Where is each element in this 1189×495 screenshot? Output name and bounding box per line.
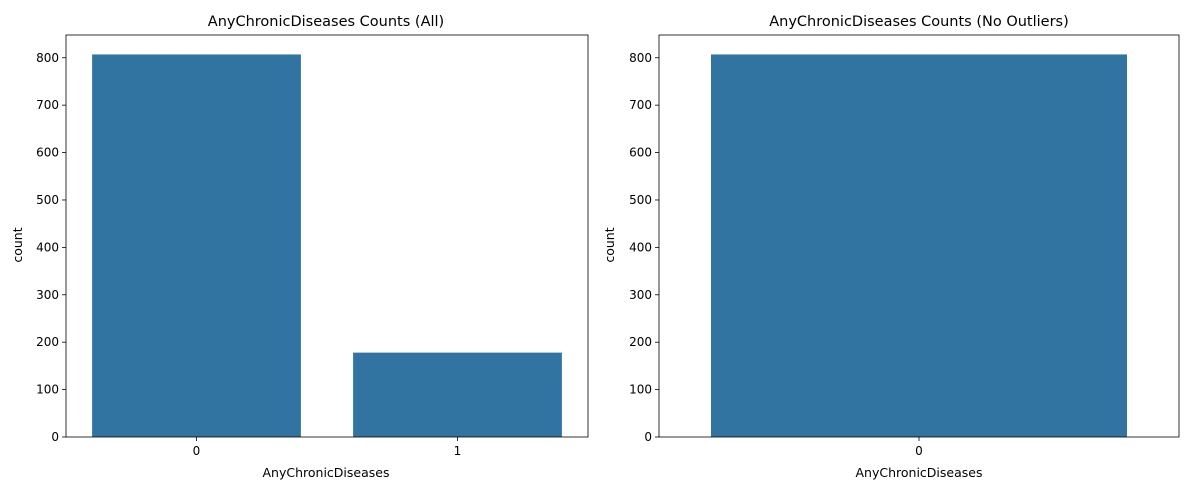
y-tick-label: 600 <box>36 146 59 160</box>
y-tick-label: 800 <box>629 51 652 65</box>
y-tick-label: 100 <box>36 383 59 397</box>
chart-no-outliers: AnyChronicDiseases Counts (No Outliers) … <box>602 14 1180 480</box>
chart-title: AnyChronicDiseases Counts (All) <box>208 14 444 30</box>
chart-all: AnyChronicDiseases Counts (All) AnyChron… <box>10 14 589 480</box>
y-axis-label: count <box>602 227 617 262</box>
plot-frame <box>65 34 589 438</box>
y-tick-label: 500 <box>36 193 59 207</box>
plot-frame <box>658 34 1180 438</box>
chart-title: AnyChronicDiseases Counts (No Outliers) <box>769 14 1069 30</box>
x-axis-label: AnyChronicDiseases <box>263 465 390 480</box>
y-axis-label: count <box>10 227 25 262</box>
bar <box>92 54 301 438</box>
y-tick-label: 300 <box>36 288 59 302</box>
x-tick-label: 0 <box>193 444 201 458</box>
y-tick-label: 600 <box>629 146 652 160</box>
y-tick-label: 400 <box>36 240 59 254</box>
y-tick-label: 200 <box>36 335 59 349</box>
x-tick-label: 1 <box>454 444 462 458</box>
bars <box>711 54 1127 438</box>
y-tick-label: 400 <box>629 240 652 254</box>
y-tick-label: 200 <box>629 335 652 349</box>
x-ticks: 0 <box>915 437 923 458</box>
y-ticks: 0 100 200 300 400 500 600 700 800 <box>36 51 66 444</box>
bar <box>711 54 1127 438</box>
bar <box>353 352 562 437</box>
y-tick-label: 800 <box>36 51 59 65</box>
y-tick-label: 0 <box>51 430 59 444</box>
x-tick-label: 0 <box>915 444 923 458</box>
y-tick-label: 0 <box>644 430 652 444</box>
bars <box>92 54 562 438</box>
y-tick-label: 700 <box>629 98 652 112</box>
y-tick-label: 700 <box>36 98 59 112</box>
y-tick-label: 500 <box>629 193 652 207</box>
y-tick-label: 100 <box>629 383 652 397</box>
x-axis-label: AnyChronicDiseases <box>856 465 983 480</box>
y-tick-label: 300 <box>629 288 652 302</box>
y-ticks: 0 100 200 300 400 500 600 700 800 <box>629 51 659 444</box>
